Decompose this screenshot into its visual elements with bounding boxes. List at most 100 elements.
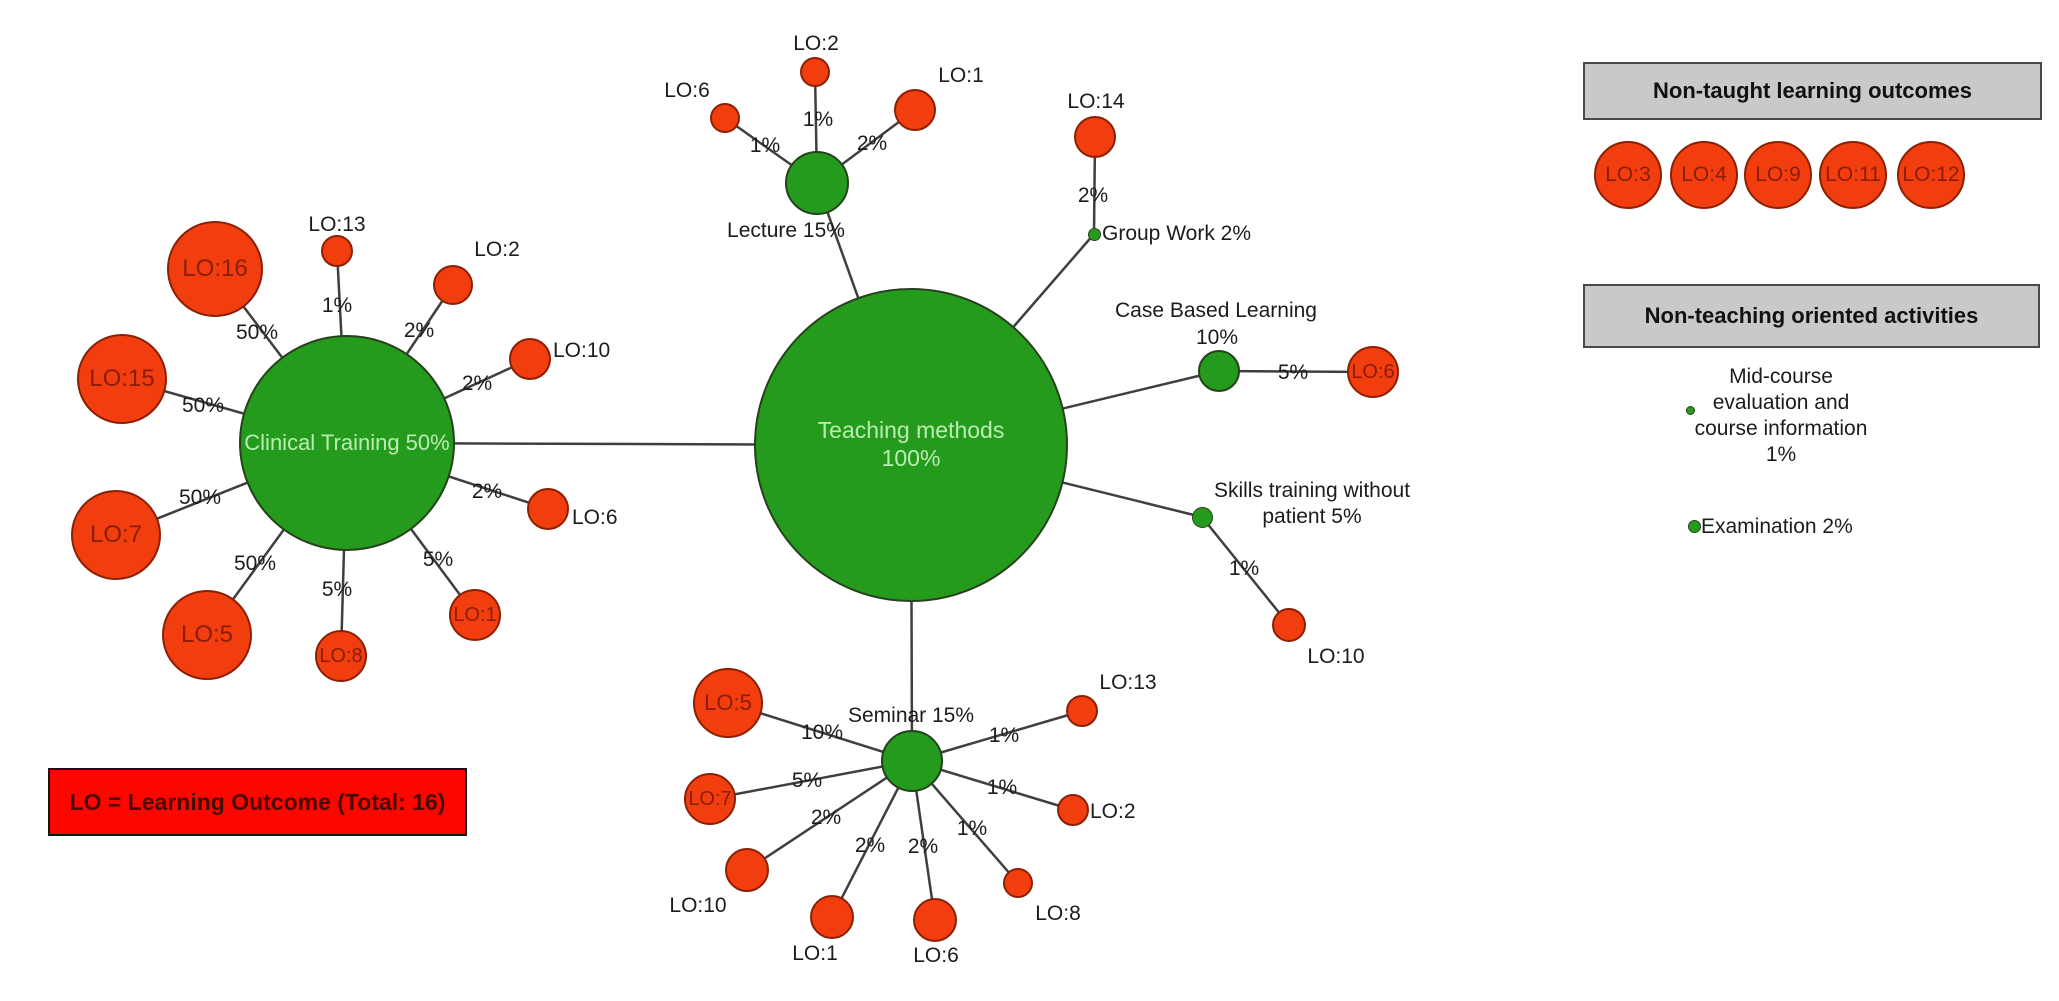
- node-lecture: [785, 151, 849, 215]
- node-clinical-lo7: LO:7: [71, 490, 161, 580]
- pct-clinical-lo7: 50%: [178, 486, 222, 509]
- node-seminar-lo10: [725, 848, 769, 892]
- pct-clinical-lo15: 50%: [181, 394, 225, 417]
- node-nontaught-lo12: LO:12: [1897, 141, 1965, 209]
- node-clinical-lo16: LO:16: [167, 221, 263, 317]
- pct-seminar-lo10: 2%: [810, 806, 842, 829]
- clinical-lo15-label: LO:15: [89, 365, 155, 392]
- seminar-lo2-label: LO:2: [1090, 800, 1136, 823]
- legend-text: LO = Learning Outcome (Total: 16): [69, 788, 446, 815]
- group-work-label: Group Work 2%: [1102, 222, 1251, 245]
- pct-clinical-lo16: 50%: [235, 321, 279, 344]
- nontaught-lo4-label: LO:4: [1681, 163, 1727, 186]
- clinical-lo6-label: LO:6: [572, 506, 618, 529]
- node-seminar-lo8: [1003, 868, 1033, 898]
- node-lecture-lo2: [800, 57, 830, 87]
- seminar-label: Seminar 15%: [847, 704, 975, 727]
- node-skills-training: [1192, 507, 1213, 528]
- examination-label: Examination 2%: [1701, 515, 1853, 538]
- node-seminar-lo2: [1057, 794, 1089, 826]
- node-seminar-lo6: [913, 898, 957, 942]
- clinical-lo13-label: LO:13: [308, 213, 366, 236]
- node-clinical-lo8: LO:8: [315, 630, 367, 682]
- case-based-label: Case Based Learning: [1115, 299, 1317, 322]
- non-teaching-header: Non-teaching oriented activities: [1583, 284, 2040, 348]
- node-case-based-learning: [1198, 350, 1240, 392]
- node-seminar-lo7: LO:7: [684, 773, 736, 825]
- pct-seminar-lo7: 5%: [791, 769, 823, 792]
- seminar-lo1-label: LO:1: [792, 942, 838, 965]
- pct-groupwork-lo14: 2%: [1077, 184, 1109, 207]
- groupwork-lo14-label: LO:14: [1067, 90, 1125, 113]
- node-groupwork-lo14: [1074, 116, 1116, 158]
- edge-seminar-lo10: [746, 759, 913, 872]
- seminar-lo5-label: LO:5: [704, 690, 752, 715]
- lecture-lo2-label: LO:2: [793, 32, 839, 55]
- node-examination-dot: [1688, 520, 1701, 533]
- node-mid-course-dot: [1686, 406, 1695, 415]
- clinical-lo2-label: LO:2: [474, 238, 520, 261]
- clinical-lo16-label: LO:16: [182, 255, 248, 282]
- seminar-lo10-label: LO:10: [669, 894, 727, 917]
- nontaught-lo11-label: LO:11: [1825, 163, 1881, 186]
- node-clinical-lo10: [509, 338, 551, 380]
- clinical-lo7-label: LO:7: [89, 521, 143, 548]
- pct-clinical-lo10: 2%: [461, 372, 493, 395]
- node-nontaught-lo3: LO:3: [1594, 141, 1662, 209]
- skills-training-label: Skills training without patient 5%: [1213, 479, 1411, 528]
- node-seminar-lo1: [810, 895, 854, 939]
- non-taught-title: Non-taught learning outcomes: [1653, 78, 1972, 103]
- node-lecture-lo1: [894, 89, 936, 131]
- non-teaching-title: Non-teaching oriented activities: [1644, 303, 1979, 328]
- legend-box: LO = Learning Outcome (Total: 16): [48, 768, 467, 836]
- node-clinical-lo1: LO:1: [449, 589, 501, 641]
- pct-seminar-lo2: 1%: [986, 776, 1018, 799]
- node-lecture-lo6: [710, 103, 740, 133]
- node-teaching-methods: Teaching methods 100%: [754, 288, 1068, 602]
- skills-lo10-label: LO:10: [1307, 645, 1365, 668]
- node-skills-lo10: [1272, 608, 1306, 642]
- nontaught-lo12-label: LO:12: [1902, 163, 1960, 186]
- pct-seminar-lo6: 2%: [907, 835, 939, 858]
- node-nontaught-lo4: LO:4: [1670, 141, 1738, 209]
- seminar-lo13-label: LO:13: [1099, 671, 1157, 694]
- node-clinical-lo6: [527, 488, 569, 530]
- case-based-pct: 10%: [1195, 326, 1239, 349]
- clinical-training-label: Clinical Training 50%: [244, 429, 450, 455]
- node-nontaught-lo9: LO:9: [1744, 141, 1812, 209]
- pct-clinical-lo2: 2%: [403, 319, 435, 342]
- node-group-work: [1088, 228, 1101, 241]
- node-clinical-training: Clinical Training 50%: [239, 335, 455, 551]
- node-seminar-lo5: LO:5: [693, 668, 763, 738]
- edge-skills-lo10: [1201, 516, 1290, 626]
- pct-casebased-lo6: 5%: [1277, 361, 1309, 384]
- nontaught-lo3-label: LO:3: [1605, 163, 1651, 186]
- teaching-methods-label: Teaching methods 100%: [817, 417, 1005, 471]
- pct-lecture-lo2: 1%: [802, 108, 834, 131]
- pct-seminar-lo8: 1%: [956, 817, 988, 840]
- node-clinical-lo15: LO:15: [77, 334, 167, 424]
- pct-lecture-lo1: 2%: [856, 132, 888, 155]
- pct-seminar-lo1: 2%: [854, 834, 886, 857]
- seminar-lo8-label: LO:8: [1035, 902, 1081, 925]
- pct-clinical-lo8: 5%: [321, 578, 353, 601]
- node-clinical-lo13: [321, 235, 353, 267]
- clinical-lo10-label: LO:10: [553, 339, 611, 362]
- clinical-lo1-label: LO:1: [453, 603, 497, 626]
- pct-lecture-lo6: 1%: [749, 134, 781, 157]
- seminar-lo7-label: LO:7: [688, 787, 732, 810]
- pct-clinical-lo1: 5%: [422, 548, 454, 571]
- mid-course-label: Mid-course evaluation and course informa…: [1694, 365, 1868, 466]
- node-nontaught-lo11: LO:11: [1819, 141, 1887, 209]
- lecture-label: Lecture 15%: [727, 219, 845, 242]
- pct-clinical-lo6: 2%: [471, 480, 503, 503]
- pct-seminar-lo5: 10%: [800, 721, 844, 744]
- node-seminar: [881, 730, 943, 792]
- edge-seminar-lo7: [709, 759, 913, 801]
- pct-seminar-lo13: 1%: [988, 724, 1020, 747]
- nontaught-lo9-label: LO:9: [1755, 163, 1801, 186]
- pct-clinical-lo13: 1%: [321, 294, 353, 317]
- seminar-lo6-label: LO:6: [913, 944, 959, 967]
- pct-clinical-lo5: 50%: [233, 552, 277, 575]
- lecture-lo6-label: LO:6: [664, 79, 710, 102]
